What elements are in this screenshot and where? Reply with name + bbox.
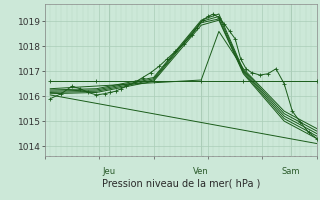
Text: Sam: Sam [282, 167, 300, 176]
X-axis label: Pression niveau de la mer( hPa ): Pression niveau de la mer( hPa ) [102, 179, 260, 189]
Text: Jeu: Jeu [102, 167, 115, 176]
Text: Ven: Ven [193, 167, 209, 176]
